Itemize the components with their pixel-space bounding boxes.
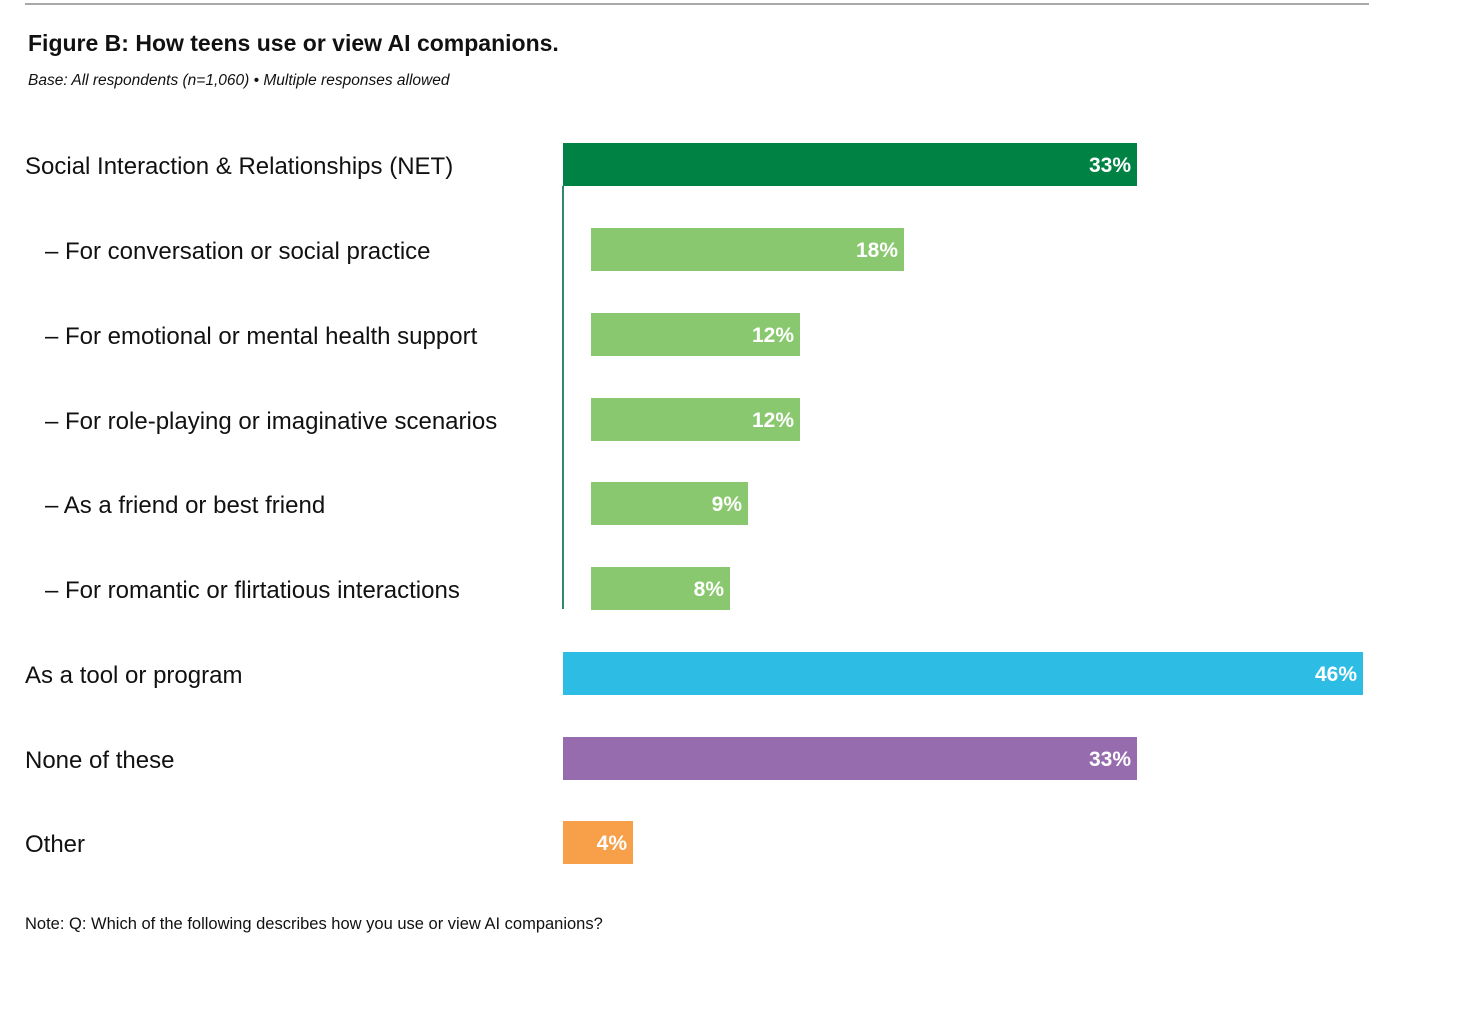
bar: [563, 652, 1363, 695]
bar-value-label: 18%: [855, 239, 898, 262]
category-label: As a tool or program: [25, 662, 243, 689]
bar-value-label: 12%: [751, 409, 794, 432]
bar-value-label: 33%: [1088, 748, 1131, 771]
category-label: – For romantic or flirtatious interactio…: [45, 577, 460, 604]
top-rule: [25, 3, 1369, 5]
bar: [591, 567, 730, 610]
bar-value-label: 33%: [1088, 154, 1131, 177]
bar: [591, 228, 904, 271]
bar: [563, 737, 1137, 780]
category-label: – As a friend or best friend: [45, 492, 326, 519]
bar-value-label: 12%: [751, 324, 794, 347]
category-label: – For conversation or social practice: [45, 238, 431, 265]
category-label: – For emotional or mental health support: [45, 323, 478, 350]
bar: [563, 143, 1137, 186]
bar-value-label: 4%: [596, 832, 627, 855]
bar: [591, 482, 748, 525]
chart-subtitle: Base: All respondents (n=1,060) • Multip…: [28, 72, 450, 89]
bar-value-label: 46%: [1314, 663, 1357, 686]
bar: [563, 821, 633, 864]
group-bracket-line: [562, 186, 564, 609]
category-label: Social Interaction & Relationships (NET): [25, 153, 454, 180]
chart-title: Figure B: How teens use or view AI compa…: [28, 30, 559, 56]
bar-value-label: 8%: [693, 578, 724, 601]
category-label: – For role-playing or imaginative scenar…: [45, 408, 498, 435]
bar: [591, 313, 800, 356]
bar: [591, 398, 800, 441]
category-label: None of these: [25, 747, 175, 774]
bar-value-label: 9%: [711, 493, 742, 516]
chart-note: Note: Q: Which of the following describe…: [25, 915, 603, 933]
category-label: Other: [25, 831, 86, 858]
